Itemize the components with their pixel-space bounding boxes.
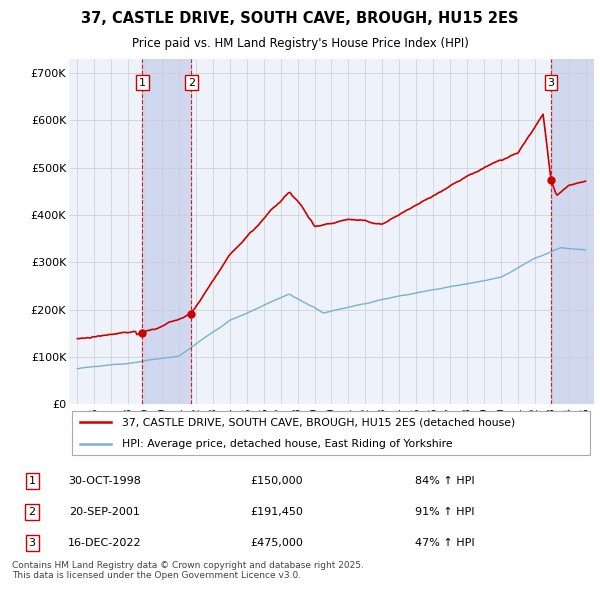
- Text: £475,000: £475,000: [251, 538, 304, 548]
- Point: [546, 175, 556, 184]
- Text: 20-SEP-2001: 20-SEP-2001: [69, 507, 140, 517]
- Point: [137, 329, 147, 338]
- Text: HPI: Average price, detached house, East Riding of Yorkshire: HPI: Average price, detached house, East…: [121, 439, 452, 449]
- Text: 3: 3: [29, 538, 35, 548]
- Text: 1: 1: [139, 78, 146, 88]
- Text: 37, CASTLE DRIVE, SOUTH CAVE, BROUGH, HU15 2ES (detached house): 37, CASTLE DRIVE, SOUTH CAVE, BROUGH, HU…: [121, 417, 515, 427]
- FancyBboxPatch shape: [71, 411, 590, 455]
- Text: 47% ↑ HPI: 47% ↑ HPI: [415, 538, 475, 548]
- Text: 84% ↑ HPI: 84% ↑ HPI: [415, 476, 475, 486]
- Text: 2: 2: [188, 78, 195, 88]
- Text: £150,000: £150,000: [251, 476, 303, 486]
- Text: 3: 3: [547, 78, 554, 88]
- Text: 37, CASTLE DRIVE, SOUTH CAVE, BROUGH, HU15 2ES: 37, CASTLE DRIVE, SOUTH CAVE, BROUGH, HU…: [81, 11, 519, 26]
- Text: 91% ↑ HPI: 91% ↑ HPI: [415, 507, 475, 517]
- Text: 16-DEC-2022: 16-DEC-2022: [67, 538, 141, 548]
- Point: [187, 309, 196, 319]
- Text: £191,450: £191,450: [251, 507, 304, 517]
- Bar: [142, 59, 191, 404]
- Text: 1: 1: [29, 476, 35, 486]
- Text: 30-OCT-1998: 30-OCT-1998: [68, 476, 140, 486]
- Text: Contains HM Land Registry data © Crown copyright and database right 2025.
This d: Contains HM Land Registry data © Crown c…: [12, 560, 364, 580]
- Text: 2: 2: [29, 507, 36, 517]
- Text: Price paid vs. HM Land Registry's House Price Index (HPI): Price paid vs. HM Land Registry's House …: [131, 38, 469, 51]
- Bar: [551, 59, 594, 404]
